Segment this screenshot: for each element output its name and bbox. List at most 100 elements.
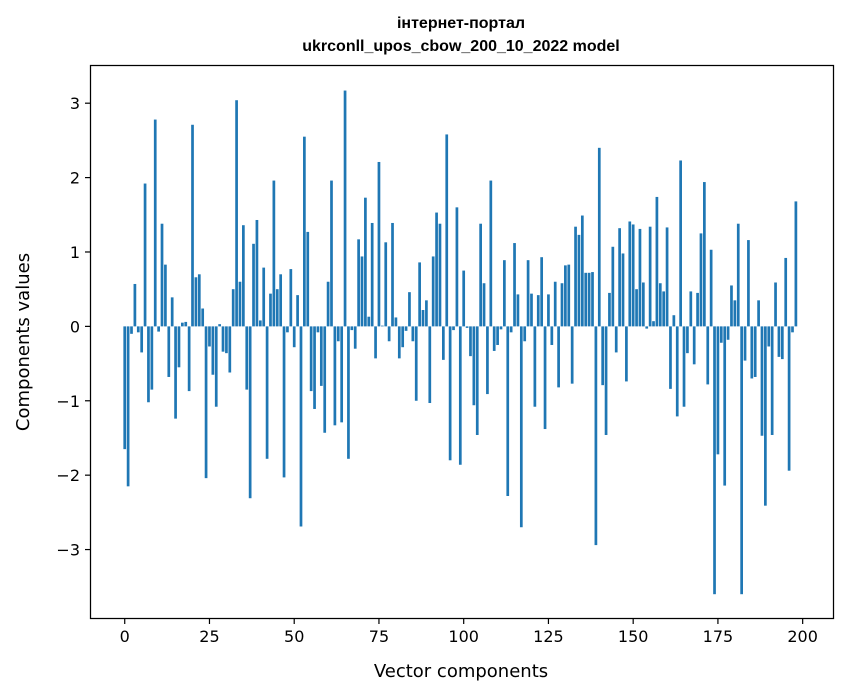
bar-7	[147, 326, 150, 403]
bar-92	[435, 212, 438, 327]
bar-101	[465, 326, 469, 328]
bar-28	[218, 324, 221, 327]
bar-158	[658, 283, 662, 327]
bar-57	[316, 326, 320, 333]
bar-115	[513, 243, 516, 327]
bar-116	[516, 294, 520, 327]
bar-176	[719, 326, 723, 343]
y-tick-label: 0	[70, 317, 80, 336]
bar-104	[475, 326, 479, 435]
bar-74	[374, 326, 377, 359]
bar-170	[699, 233, 703, 327]
bar-189	[764, 326, 767, 506]
bar-136	[584, 272, 588, 327]
bar-76	[380, 325, 384, 327]
bar-166	[686, 326, 689, 354]
bar-182	[740, 326, 743, 595]
bar-8	[150, 326, 154, 390]
bar-49	[289, 269, 293, 327]
bar-109	[492, 326, 496, 351]
bar-77	[384, 242, 388, 327]
bar-21	[194, 277, 198, 327]
bar-178	[726, 326, 730, 340]
bar-184	[747, 240, 750, 327]
bar-185	[750, 326, 754, 379]
bar-95	[445, 134, 449, 327]
bar-137	[587, 272, 591, 327]
bar-63	[336, 326, 340, 342]
bar-72	[367, 316, 371, 327]
x-tick-label: 25	[199, 627, 219, 646]
bar-87	[418, 262, 421, 327]
bar-191	[770, 326, 774, 435]
bar-0	[123, 326, 127, 450]
bar-99	[458, 326, 462, 465]
bar-9	[153, 119, 157, 327]
bar-153	[641, 282, 645, 327]
bar-103	[472, 326, 476, 406]
bar-141	[601, 326, 605, 386]
bar-154	[645, 326, 649, 329]
bar-138	[591, 272, 594, 327]
bar-93	[438, 223, 442, 327]
bar-124	[543, 326, 547, 430]
bar-88	[421, 310, 425, 327]
bar-86	[414, 326, 418, 401]
bar-162	[672, 315, 676, 327]
bar-66	[347, 326, 350, 459]
bar-134	[577, 234, 581, 327]
bar-114	[509, 326, 513, 333]
bar-89	[425, 300, 428, 327]
bar-143	[608, 292, 611, 327]
bar-64	[340, 326, 344, 423]
bar-144	[611, 246, 615, 327]
bar-181	[736, 223, 740, 327]
bar-110	[496, 326, 499, 345]
bar-14	[170, 297, 174, 327]
bar-10	[157, 326, 160, 332]
y-tick-label: 1	[70, 243, 80, 262]
bar-80	[394, 317, 398, 327]
bar-179	[730, 285, 733, 327]
bar-139	[594, 326, 598, 546]
bar-192	[774, 282, 777, 327]
bar-126	[550, 326, 554, 345]
bar-196	[787, 326, 791, 471]
bar-172	[706, 326, 710, 385]
bar-127	[553, 281, 557, 327]
bar-17	[181, 322, 184, 327]
bar-85	[411, 326, 415, 342]
bar-121	[533, 326, 537, 407]
x-tick-label: 50	[284, 627, 304, 646]
bar-37	[248, 326, 252, 499]
bar-161	[669, 326, 672, 389]
bar-56	[313, 326, 316, 409]
bar-197	[791, 326, 794, 333]
bar-25	[208, 326, 211, 347]
bar-22	[197, 274, 201, 327]
bar-20	[191, 124, 194, 327]
bar-27	[214, 326, 218, 407]
bar-159	[662, 291, 666, 327]
bar-129	[560, 283, 564, 327]
bar-119	[526, 260, 530, 327]
bar-111	[499, 326, 503, 330]
bar-142	[604, 326, 608, 435]
bar-73	[370, 222, 374, 327]
bar-151	[635, 289, 638, 327]
bar-38	[252, 243, 255, 327]
bar-51	[296, 295, 299, 327]
bar-40	[258, 320, 262, 327]
bar-12	[164, 264, 167, 327]
bar-157	[655, 196, 659, 327]
bar-2	[130, 326, 133, 334]
bar-52	[299, 326, 303, 527]
bar-147	[621, 253, 625, 327]
bar-183	[743, 326, 747, 361]
bar-167	[689, 291, 693, 327]
bar-65	[343, 90, 347, 327]
bar-98	[455, 207, 459, 327]
bar-55	[309, 326, 313, 392]
bar-48	[286, 326, 289, 333]
